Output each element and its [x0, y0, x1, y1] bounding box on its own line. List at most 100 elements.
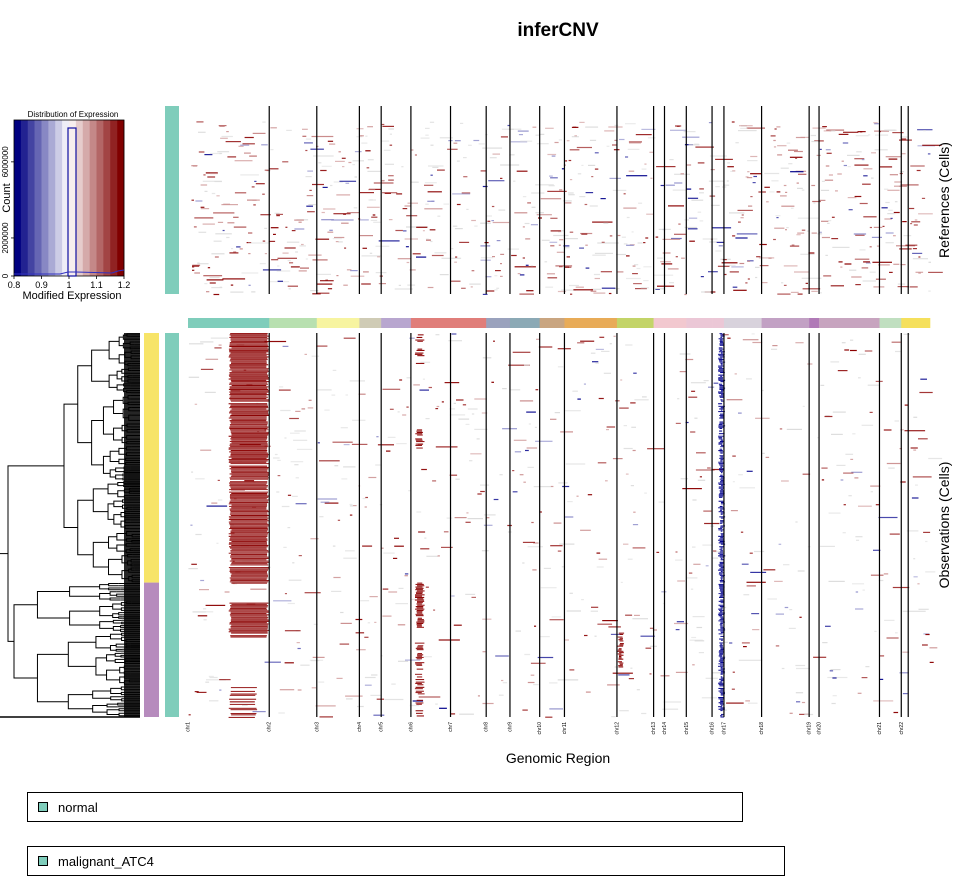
chromosome-bar-segment	[450, 318, 487, 328]
cnv-segment	[296, 642, 300, 644]
cnv-segment	[230, 400, 269, 402]
cnv-segment	[718, 353, 725, 355]
cnv-segment	[430, 174, 433, 176]
cnv-segment	[584, 203, 588, 206]
cnv-segment	[195, 533, 202, 536]
cnv-segment	[230, 431, 269, 433]
cnv-segment	[727, 337, 731, 339]
cnv-segment	[467, 408, 478, 410]
cnv-segment	[690, 382, 706, 384]
cnv-segment	[854, 195, 862, 198]
cnv-segment	[510, 389, 521, 391]
cnv-segment	[797, 570, 805, 572]
cnv-segment	[736, 233, 758, 235]
cnv-segment	[300, 267, 309, 269]
cnv-segment	[206, 679, 226, 681]
chromosome-bar-segment	[712, 318, 725, 328]
dendrogram-link	[107, 483, 118, 495]
cnv-segment	[691, 390, 696, 392]
cnv-segment	[228, 417, 267, 419]
cnv-segment	[720, 599, 724, 601]
cnv-segment	[720, 356, 725, 358]
cnv-segment	[797, 232, 805, 234]
cnv-segment	[585, 691, 591, 693]
cnv-segment	[227, 156, 237, 158]
cnv-segment	[662, 708, 679, 710]
cnv-segment	[219, 125, 225, 127]
cnv-segment	[244, 152, 251, 154]
cnv-segment	[528, 423, 531, 425]
cnv-segment	[893, 263, 900, 265]
cnv-segment	[856, 151, 862, 153]
cnv-segment	[530, 662, 546, 664]
cnv-segment	[590, 290, 597, 292]
cnv-segment	[617, 649, 622, 651]
cnv-segment	[720, 439, 723, 441]
cnv-segment	[558, 231, 562, 233]
cnv-segment	[294, 430, 306, 432]
cnv-segment	[617, 636, 623, 638]
cnv-segment	[341, 478, 348, 480]
cnv-segment	[376, 436, 379, 438]
cnv-segment	[718, 351, 725, 353]
cnv-segment	[747, 702, 758, 704]
cnv-segment	[692, 546, 696, 548]
cnv-segment	[257, 431, 260, 433]
cnv-segment	[367, 159, 374, 161]
cnv-segment	[480, 484, 490, 486]
cnv-segment	[823, 130, 832, 132]
cnv-segment	[192, 611, 206, 613]
cnv-segment	[718, 500, 725, 502]
cnv-segment	[227, 222, 235, 224]
cnv-segment	[741, 563, 749, 565]
cnv-segment	[343, 444, 350, 446]
cnv-segment	[359, 219, 369, 221]
cnv-segment	[719, 470, 723, 472]
cnv-segment	[435, 446, 458, 448]
cnv-segment	[450, 280, 461, 282]
cnv-segment	[721, 472, 723, 474]
cnv-segment	[202, 180, 222, 182]
cnv-segment	[720, 581, 725, 583]
cnv-segment	[229, 694, 256, 696]
cnv-segment	[901, 138, 907, 140]
cnv-segment	[485, 276, 492, 278]
cnv-segment	[902, 610, 926, 612]
cnv-segment	[720, 578, 723, 580]
cnv-segment	[596, 566, 604, 568]
cnv-segment	[415, 690, 424, 692]
cnv-segment	[720, 557, 723, 559]
chromosome-label: chr13	[651, 722, 657, 735]
cnv-segment	[534, 426, 537, 428]
cnv-segment	[453, 624, 462, 626]
cnv-segment	[797, 293, 803, 295]
cnv-segment	[525, 264, 529, 266]
cnv-segment	[721, 394, 724, 396]
cnv-segment	[340, 622, 352, 624]
cnv-segment	[231, 573, 268, 575]
cnv-segment	[663, 701, 682, 703]
cnv-segment	[569, 284, 579, 287]
cnv-segment	[720, 399, 723, 401]
cnv-segment	[228, 610, 269, 612]
cnv-segment	[221, 204, 238, 206]
cnv-segment	[499, 474, 503, 476]
cnv-segment	[661, 263, 673, 265]
cnv-segment	[444, 382, 460, 384]
cnv-segment	[494, 275, 498, 277]
cnv-segment	[720, 375, 723, 377]
cnv-segment	[871, 152, 876, 154]
cnv-segment	[417, 598, 424, 600]
cnv-segment	[452, 193, 471, 195]
cnv-segment	[229, 369, 269, 371]
cnv-segment	[885, 201, 890, 204]
cnv-segment	[682, 136, 700, 138]
cnv-segment	[229, 542, 267, 544]
cnv-segment	[783, 184, 787, 187]
cnv-segment	[591, 288, 601, 290]
chromosome-label: chr17	[721, 722, 727, 735]
cnv-segment	[720, 693, 725, 695]
chromosome-label: chr12	[615, 722, 621, 735]
cnv-segment	[565, 160, 568, 162]
